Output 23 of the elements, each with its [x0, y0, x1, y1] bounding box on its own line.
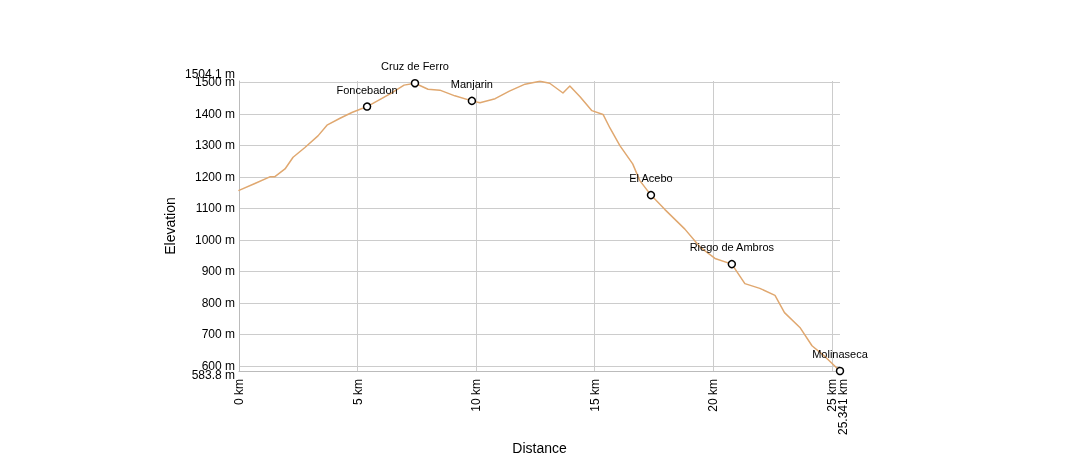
y-tick-label: 1300 m	[194, 138, 235, 153]
x-tick-label: 25.341 km	[836, 379, 850, 436]
annotation: Molinaseca	[812, 348, 869, 361]
x-tick-label: 15 km	[587, 379, 602, 412]
y-tick-label: 900 m	[201, 264, 235, 279]
x-tick-label: 10 km	[469, 379, 484, 412]
annotation: El Acebo	[629, 172, 673, 185]
y-tick-label: 1200 m	[194, 169, 235, 184]
y-tick-label: 800 m	[201, 295, 235, 310]
x-tick-label: 25 km	[824, 379, 839, 412]
annotation: Manjarin	[450, 78, 493, 91]
y-axis-title: Elevation	[162, 197, 178, 255]
x-tick-label: 20 km	[706, 379, 721, 412]
y-tick-label: 1000 m	[194, 232, 235, 247]
y-tick-label: 1100 m	[195, 201, 235, 216]
annotation: Riego de Ambros	[689, 241, 775, 254]
annotation: Cruz de Ferro	[381, 60, 449, 73]
x-tick-label: 0 km	[232, 379, 246, 406]
y-tick-label: 1400 m	[194, 106, 235, 121]
x-axis-title: Distance	[512, 440, 567, 456]
annotation: Foncebadon	[336, 83, 398, 96]
x-tick-label: 5 km	[350, 379, 365, 406]
y-tick-label: 700 m	[201, 327, 235, 342]
